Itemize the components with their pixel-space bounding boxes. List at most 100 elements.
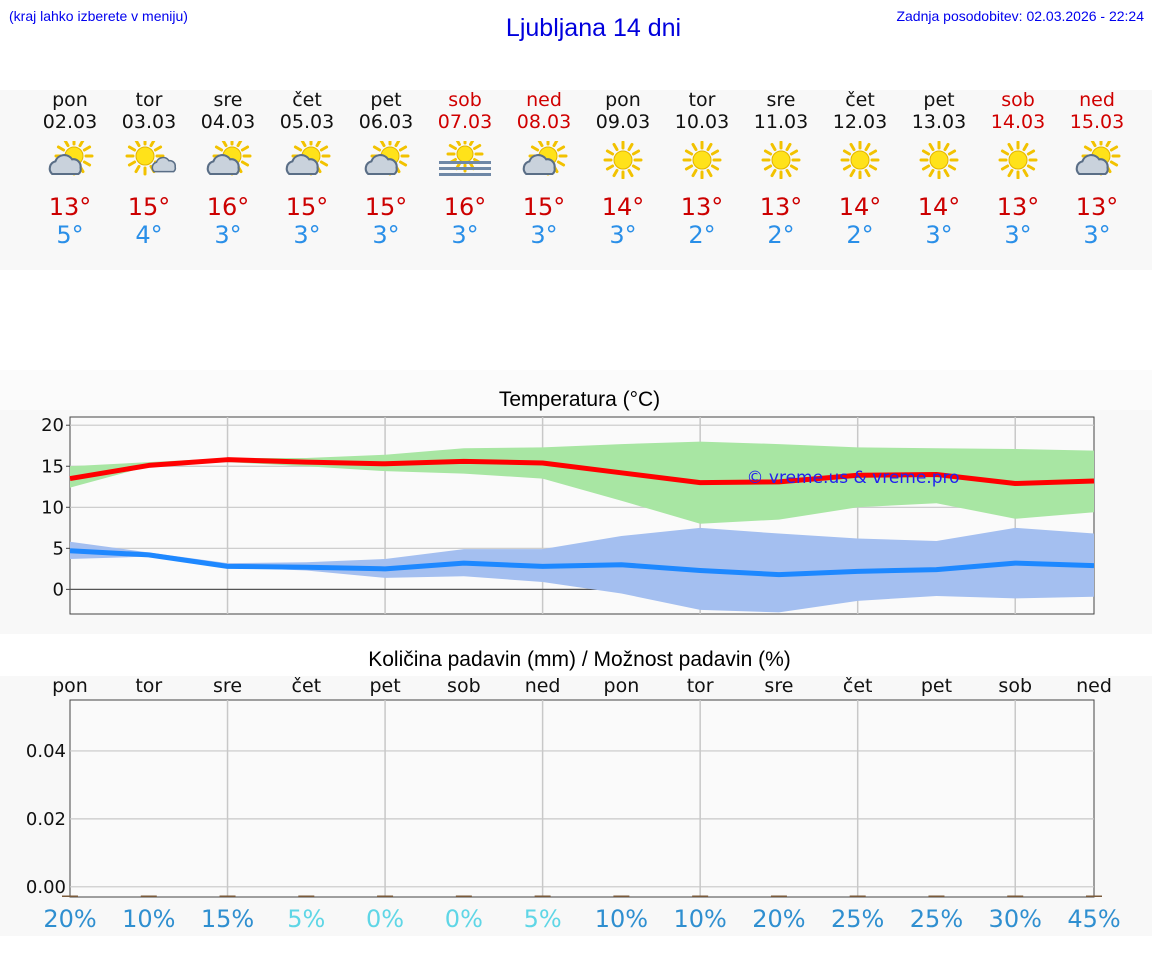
sun-icon bbox=[603, 141, 643, 179]
max-temp: 15° bbox=[522, 193, 566, 221]
precip-chance-label: 0% bbox=[445, 905, 483, 933]
precip-chance-label: 5% bbox=[287, 905, 325, 933]
day-name: tor bbox=[688, 89, 716, 111]
precip-chance-label: 0% bbox=[366, 905, 404, 933]
forecast-day: tor 03.03 15° 4° bbox=[110, 89, 189, 250]
day-label: pon bbox=[604, 675, 640, 697]
min-temp: 4° bbox=[135, 221, 163, 249]
forecast-day: pet 13.03 14° 3° bbox=[900, 90, 979, 250]
y-tick-label: 0.02 bbox=[26, 809, 66, 830]
watermark: © vreme.us & vreme.pro bbox=[746, 468, 959, 488]
day-label: sre bbox=[764, 675, 793, 697]
partly-cloudy-icon bbox=[48, 141, 94, 176]
day-date: 09.03 bbox=[595, 111, 651, 133]
forecast-day: tor 10.03 13° 2° bbox=[663, 89, 742, 250]
sun-icon bbox=[761, 141, 801, 179]
day-date: 06.03 bbox=[358, 111, 414, 133]
min-temp: 2° bbox=[846, 221, 874, 249]
max-temp: 14° bbox=[838, 193, 882, 221]
precip-chance-label: 45% bbox=[1067, 905, 1120, 933]
precip-chance-label: 5% bbox=[524, 905, 562, 933]
day-label: sob bbox=[998, 675, 1032, 697]
y-tick-label: 20 bbox=[41, 415, 64, 436]
max-temp: 13° bbox=[996, 193, 1040, 221]
region-menu-hint: (kraj lahko izberete v meniju) bbox=[9, 8, 188, 24]
day-label: sob bbox=[447, 675, 481, 697]
sun-icon bbox=[682, 141, 722, 179]
precip-bar bbox=[534, 895, 551, 897]
day-name: sre bbox=[213, 89, 243, 111]
section-divider bbox=[0, 370, 1152, 410]
precip-chance-label: 30% bbox=[989, 905, 1042, 933]
partly-cloudy-icon bbox=[364, 141, 410, 176]
day-date: 05.03 bbox=[279, 111, 335, 133]
day-date: 02.03 bbox=[42, 111, 98, 133]
sun-icon bbox=[998, 141, 1038, 179]
day-label: čet bbox=[843, 675, 873, 697]
precip-bar bbox=[1086, 895, 1102, 897]
forecast-day: pet 06.03 15° 3° bbox=[347, 89, 426, 250]
precip-bar bbox=[140, 895, 157, 897]
day-label: čet bbox=[292, 675, 322, 697]
temperature-chart-title: Temperatura (°C) bbox=[498, 388, 661, 411]
precip-chance-label: 25% bbox=[910, 905, 963, 933]
precip-chance-label: 20% bbox=[752, 905, 805, 933]
forecast-strip-bg bbox=[0, 90, 1152, 270]
day-name: ned bbox=[1079, 89, 1115, 111]
sun-small-cloud-icon bbox=[125, 141, 177, 176]
day-name: sob bbox=[1001, 89, 1035, 111]
sun-icon bbox=[840, 141, 880, 179]
precip-chance-label: 20% bbox=[43, 905, 96, 933]
min-temp: 3° bbox=[372, 221, 400, 249]
day-name: sre bbox=[766, 89, 796, 111]
last-updated: Zadnja posodobitev: 02.03.2026 - 22:24 bbox=[896, 8, 1144, 24]
precip-chance-label: 10% bbox=[122, 905, 175, 933]
day-date: 10.03 bbox=[674, 111, 730, 133]
sun-icon bbox=[682, 141, 722, 179]
day-name: ned bbox=[526, 89, 562, 111]
day-date: 04.03 bbox=[200, 111, 256, 133]
day-label: tor bbox=[135, 675, 162, 697]
min-temp-range-band bbox=[70, 527, 1094, 613]
day-name: pet bbox=[370, 89, 402, 111]
precip-chance-label: 10% bbox=[595, 905, 648, 933]
sun-icon bbox=[603, 141, 643, 179]
day-name: pon bbox=[52, 89, 88, 111]
min-temp-line bbox=[69, 548, 1095, 578]
precip-bar bbox=[1007, 895, 1024, 897]
max-temp: 13° bbox=[759, 193, 803, 221]
precip-chance-label: 15% bbox=[201, 905, 254, 933]
forecast-day: pon 02.03 13° 5° bbox=[31, 89, 110, 250]
day-date: 08.03 bbox=[516, 111, 572, 133]
day-name: čet bbox=[292, 89, 322, 111]
fog-sun-icon bbox=[439, 141, 491, 176]
day-date: 07.03 bbox=[437, 111, 493, 133]
max-temp: 15° bbox=[127, 193, 171, 221]
forecast-day: čet 05.03 15° 3° bbox=[268, 89, 347, 250]
y-tick-label: 0 bbox=[53, 579, 64, 600]
plot-area bbox=[69, 699, 1095, 898]
day-date: 12.03 bbox=[832, 111, 888, 133]
max-temp: 14° bbox=[601, 193, 645, 221]
cloud-icon bbox=[1075, 154, 1109, 176]
cloud-icon bbox=[522, 154, 556, 176]
precip-chance-label: 25% bbox=[831, 905, 884, 933]
sun-icon bbox=[998, 141, 1038, 179]
day-label: pon bbox=[52, 675, 88, 697]
sun-icon bbox=[446, 141, 484, 173]
y-tick-label: 0.00 bbox=[26, 877, 66, 898]
day-name: tor bbox=[135, 89, 163, 111]
day-label: pet bbox=[369, 675, 400, 697]
min-temp: 3° bbox=[1083, 221, 1111, 249]
temperature-chart: 0 5 10 15 20 © vreme.us & vreme.pro bbox=[41, 415, 1095, 615]
max-temp: 13° bbox=[48, 193, 92, 221]
max-temp: 13° bbox=[680, 193, 724, 221]
max-temp: 15° bbox=[364, 193, 408, 221]
min-temp: 3° bbox=[530, 221, 558, 249]
cloud-icon bbox=[206, 154, 240, 176]
day-label: tor bbox=[687, 675, 714, 697]
fog-icon bbox=[439, 161, 491, 176]
max-temp: 16° bbox=[443, 193, 487, 221]
precip-chance-label: 10% bbox=[673, 905, 726, 933]
y-tick-label: 15 bbox=[41, 456, 64, 477]
